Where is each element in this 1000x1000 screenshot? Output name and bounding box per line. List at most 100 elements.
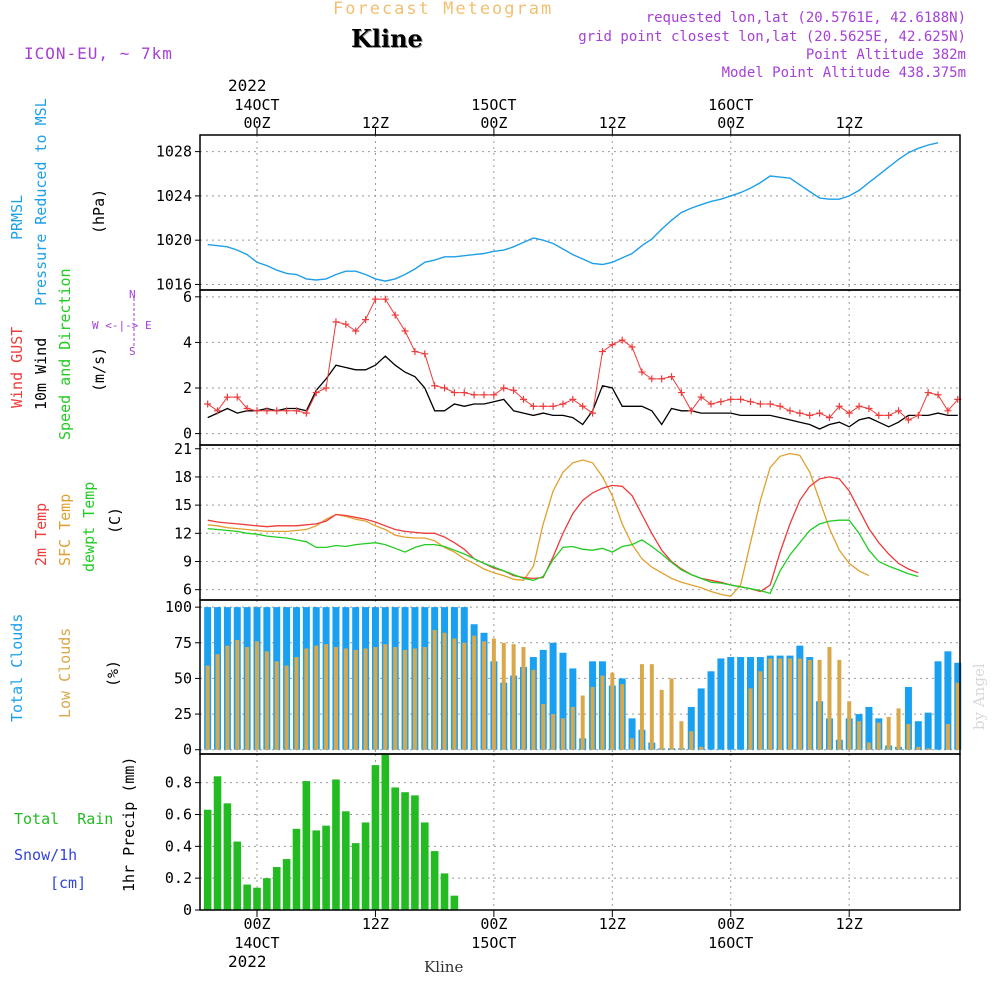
low-cloud-bar — [896, 708, 901, 750]
rain-bar — [361, 822, 370, 910]
total-clouds-label: Total Clouds — [8, 613, 26, 722]
wind-unit: (m/s) — [90, 346, 108, 392]
low-cloud-bar — [778, 658, 783, 750]
bottom-hour-label: 00Z — [717, 915, 744, 933]
rain-bar — [371, 765, 380, 910]
low-cloud-bar — [630, 738, 635, 750]
low-cloud-bar — [857, 721, 862, 750]
gust-marker — [401, 327, 409, 335]
gust-marker — [934, 391, 942, 399]
tsfc-label: SFC Temp — [56, 493, 74, 566]
gust-marker — [460, 389, 468, 397]
total-cloud-bar — [687, 706, 695, 750]
gust-marker — [875, 411, 883, 419]
total-cloud-bar — [628, 718, 636, 750]
low-cloud-bar — [472, 635, 477, 750]
rain-bar — [292, 828, 301, 910]
top-year-label: 2022 — [228, 76, 267, 95]
rain-bar — [401, 792, 409, 910]
low-cloud-bar — [649, 664, 654, 750]
rain-bar — [420, 822, 429, 910]
bottom-date-label: 16OCT — [708, 934, 753, 952]
gust-marker — [371, 295, 379, 303]
snow-unit-label: [cm] — [50, 874, 87, 892]
panel-frame — [199, 444, 961, 601]
gust-marker — [214, 407, 222, 415]
gust-marker — [628, 343, 636, 351]
low-cloud-bar — [827, 647, 832, 750]
low-cloud-bar — [768, 658, 773, 750]
gust-marker — [756, 400, 764, 408]
y-tick-label: 0 — [183, 901, 192, 919]
rain-bar — [243, 884, 251, 910]
rain-bar — [411, 795, 419, 910]
rain-bar — [430, 851, 439, 910]
snow-label: Snow/1h — [14, 846, 78, 864]
gust-marker — [766, 400, 774, 408]
gust-marker — [885, 411, 893, 419]
gust-marker — [747, 398, 754, 406]
low-cloud-bar — [432, 629, 437, 750]
gust-marker — [539, 402, 547, 410]
top-hour-label: 00Z — [480, 114, 507, 132]
rain-bar — [263, 878, 271, 910]
rain-bar — [332, 779, 340, 910]
top-hour-label: 00Z — [243, 114, 270, 132]
total-cloud-bar — [707, 671, 715, 750]
y-tick-label: 75 — [174, 634, 192, 652]
rain-bar — [322, 825, 330, 910]
y-tick-label: 1016 — [156, 275, 192, 293]
location-title: Kline — [351, 24, 423, 53]
rain-bar — [381, 754, 390, 910]
gust-marker — [342, 320, 350, 328]
low-cloud-bar — [482, 641, 487, 750]
gust-marker — [855, 402, 863, 410]
rain-bar — [203, 809, 212, 910]
low-cloud-bar — [363, 648, 368, 750]
footer-location: Kline — [424, 958, 464, 976]
low-cloud-bar — [926, 748, 931, 750]
low-cloud-bar — [343, 648, 348, 750]
total-cloud-bar — [737, 657, 745, 750]
gust-marker — [470, 391, 478, 399]
low-cloud-bar — [787, 658, 792, 750]
dewpt-line — [207, 519, 919, 595]
gust-marker — [322, 384, 330, 392]
low-cloud-bar — [442, 632, 447, 750]
low-cloud-bar — [205, 665, 210, 750]
gust-marker — [895, 407, 903, 415]
y-tick-label: 6 — [183, 288, 192, 306]
gust-marker — [332, 318, 340, 326]
y-tick-label: 15 — [174, 496, 192, 514]
gust-marker — [362, 316, 370, 324]
y-tick-label: 1020 — [156, 231, 192, 249]
gust-marker — [223, 393, 231, 401]
t2m-label: 2m Temp — [32, 502, 50, 566]
gust-marker — [737, 395, 745, 403]
gust-marker — [648, 375, 656, 383]
rain-bar — [282, 859, 291, 910]
low-cloud-bar — [560, 718, 565, 750]
top-hour-label: 12Z — [836, 114, 863, 132]
gust-marker — [381, 295, 389, 303]
low-cloud-bar — [393, 647, 398, 750]
requested-coords: requested lon,lat (20.5761E, 42.6188N) — [645, 10, 966, 26]
low-cloud-bar — [847, 701, 852, 750]
point-altitude: Point Altitude 382m — [805, 47, 966, 63]
y-tick-label: 2 — [183, 379, 192, 397]
gust-marker — [204, 400, 212, 408]
gust-marker — [263, 407, 271, 415]
gust-marker — [559, 400, 567, 408]
gust-marker — [825, 414, 833, 422]
low-cloud-bar — [324, 644, 329, 750]
y-tick-label: 4 — [183, 333, 192, 351]
low-cloud-bar — [373, 647, 378, 750]
low-cloud-bar — [945, 724, 950, 750]
model-point-altitude: Model Point Altitude 438.375m — [721, 65, 966, 81]
top-date-label: 15OCT — [471, 96, 516, 114]
low-cloud-bar — [491, 638, 496, 750]
clouds-unit: (%) — [104, 659, 122, 687]
model-label: ICON-EU, ~ 7km — [24, 44, 173, 63]
low-cloud-bar — [284, 665, 289, 750]
low-cloud-bar — [294, 657, 299, 750]
